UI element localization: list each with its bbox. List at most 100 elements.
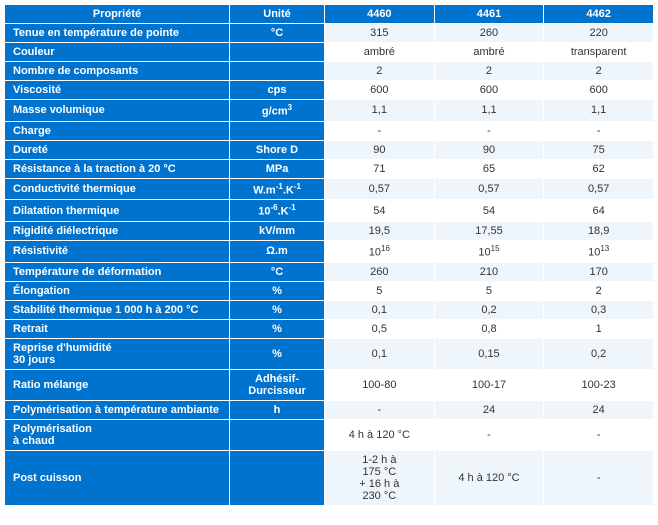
table-row: Charge--- — [5, 121, 654, 140]
value-cell: 19,5 — [325, 221, 435, 240]
value-cell: 18,9 — [544, 221, 654, 240]
table-row: Post cuisson1-2 h à175 °C+ 16 h à230 °C4… — [5, 450, 654, 505]
table-row: Viscositécps600600600 — [5, 81, 654, 100]
table-header: Propriété Unité 4460 4461 4462 — [5, 5, 654, 24]
value-cell: 75 — [544, 140, 654, 159]
value-cell: 0,5 — [325, 319, 435, 338]
value-cell: 90 — [434, 140, 544, 159]
unit-cell — [230, 450, 325, 505]
value-cell: 600 — [544, 81, 654, 100]
property-cell: Retrait — [5, 319, 230, 338]
table-row: Élongation%552 — [5, 281, 654, 300]
value-cell: 0,57 — [434, 178, 544, 200]
unit-cell: % — [230, 319, 325, 338]
property-cell: Nombre de composants — [5, 62, 230, 81]
value-cell: 0,2 — [544, 338, 654, 369]
value-cell: 1,1 — [434, 100, 544, 122]
value-cell: 315 — [325, 24, 435, 43]
value-cell: transparent — [544, 43, 654, 62]
table-row: Stabilité thermique 1 000 h à 200 °C%0,1… — [5, 300, 654, 319]
unit-cell: °C — [230, 24, 325, 43]
property-cell: Élongation — [5, 281, 230, 300]
property-cell: Résistivité — [5, 240, 230, 262]
value-cell: 600 — [434, 81, 544, 100]
value-cell: 62 — [544, 159, 654, 178]
header-col-0: 4460 — [325, 5, 435, 24]
value-cell: 0,15 — [434, 338, 544, 369]
property-cell: Post cuisson — [5, 450, 230, 505]
value-cell: - — [544, 450, 654, 505]
value-cell: 210 — [434, 262, 544, 281]
header-unit: Unité — [230, 5, 325, 24]
property-cell: Polymérisation à température ambiante — [5, 400, 230, 419]
unit-cell — [230, 121, 325, 140]
value-cell: 100-17 — [434, 369, 544, 400]
value-cell: 54 — [434, 200, 544, 222]
value-cell: 2 — [544, 281, 654, 300]
value-cell: 1015 — [434, 240, 544, 262]
unit-cell — [230, 419, 325, 450]
value-cell: 1016 — [325, 240, 435, 262]
value-cell: 1,1 — [544, 100, 654, 122]
table-body: Tenue en température de pointe°C31526022… — [5, 24, 654, 506]
value-cell: ambré — [325, 43, 435, 62]
value-cell: 24 — [434, 400, 544, 419]
value-cell: 0,57 — [544, 178, 654, 200]
value-cell: 0,3 — [544, 300, 654, 319]
value-cell: 2 — [544, 62, 654, 81]
property-cell: Température de déformation — [5, 262, 230, 281]
unit-cell: h — [230, 400, 325, 419]
value-cell: 90 — [325, 140, 435, 159]
property-cell: Rigidité diélectrique — [5, 221, 230, 240]
property-cell: Polymérisationà chaud — [5, 419, 230, 450]
table-row: Nombre de composants222 — [5, 62, 654, 81]
unit-cell: Ω.m — [230, 240, 325, 262]
value-cell: 600 — [325, 81, 435, 100]
properties-table: Propriété Unité 4460 4461 4462 Tenue en … — [4, 4, 654, 506]
value-cell: 4 h à 120 °C — [325, 419, 435, 450]
header-col-2: 4462 — [544, 5, 654, 24]
table-row: DuretéShore D909075 — [5, 140, 654, 159]
unit-cell: Shore D — [230, 140, 325, 159]
value-cell: 1-2 h à175 °C+ 16 h à230 °C — [325, 450, 435, 505]
property-cell: Reprise d'humidité30 jours — [5, 338, 230, 369]
value-cell: 0,1 — [325, 338, 435, 369]
table-row: Température de déformation°C260210170 — [5, 262, 654, 281]
table-row: RésistivitéΩ.m101610151013 — [5, 240, 654, 262]
value-cell: 100-23 — [544, 369, 654, 400]
table-row: Polymérisation à température ambianteh-2… — [5, 400, 654, 419]
table-row: Tenue en température de pointe°C31526022… — [5, 24, 654, 43]
property-cell: Masse volumique — [5, 100, 230, 122]
value-cell: 2 — [325, 62, 435, 81]
table-row: Ratio mélangeAdhésif-Durcisseur100-80100… — [5, 369, 654, 400]
property-cell: Viscosité — [5, 81, 230, 100]
value-cell: - — [434, 419, 544, 450]
value-cell: ambré — [434, 43, 544, 62]
value-cell: 260 — [434, 24, 544, 43]
unit-cell — [230, 43, 325, 62]
value-cell: 1013 — [544, 240, 654, 262]
value-cell: - — [434, 121, 544, 140]
value-cell: 64 — [544, 200, 654, 222]
value-cell: 71 — [325, 159, 435, 178]
unit-cell: % — [230, 338, 325, 369]
unit-cell: % — [230, 300, 325, 319]
unit-cell: kV/mm — [230, 221, 325, 240]
value-cell: 5 — [434, 281, 544, 300]
property-cell: Couleur — [5, 43, 230, 62]
value-cell: 17,55 — [434, 221, 544, 240]
value-cell: 24 — [544, 400, 654, 419]
value-cell: 1 — [544, 319, 654, 338]
property-cell: Conductivité thermique — [5, 178, 230, 200]
value-cell: 260 — [325, 262, 435, 281]
table-row: Retrait%0,50,81 — [5, 319, 654, 338]
value-cell: 0,1 — [325, 300, 435, 319]
table-row: Dilatation thermique10-6.K-1545464 — [5, 200, 654, 222]
header-col-1: 4461 — [434, 5, 544, 24]
table-row: Rigidité diélectriquekV/mm19,517,5518,9 — [5, 221, 654, 240]
unit-cell — [230, 62, 325, 81]
unit-cell: % — [230, 281, 325, 300]
value-cell: - — [544, 419, 654, 450]
value-cell: - — [544, 121, 654, 140]
property-cell: Ratio mélange — [5, 369, 230, 400]
